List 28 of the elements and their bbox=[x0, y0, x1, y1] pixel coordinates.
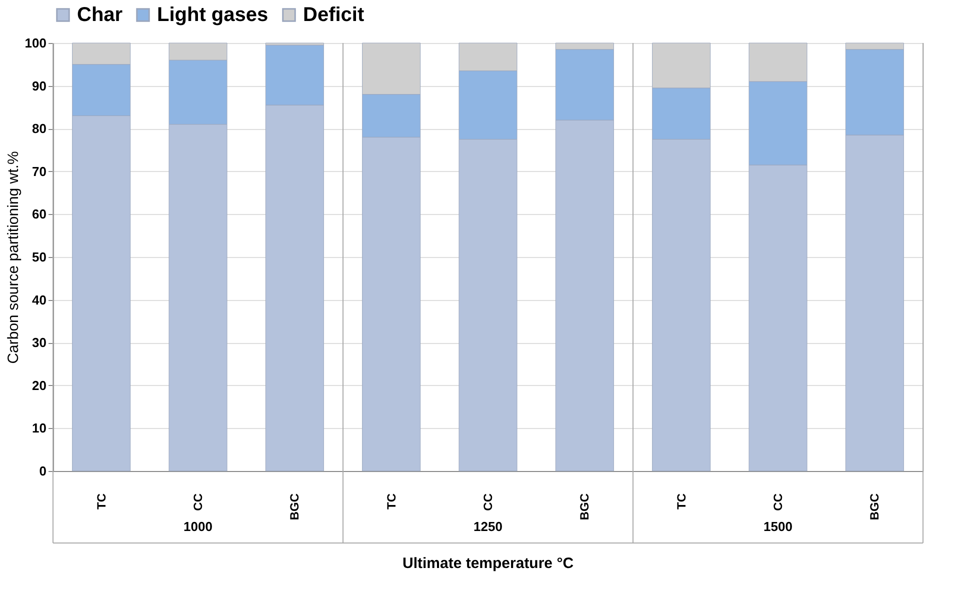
x-tick-label: TC bbox=[94, 493, 108, 510]
y-tick-label: 10 bbox=[32, 420, 46, 436]
x-tick-label: BGC bbox=[578, 493, 592, 520]
y-tick-label: 30 bbox=[32, 335, 46, 350]
y-tick-label: 100 bbox=[24, 36, 46, 50]
y-axis-title: Carbon source partitioning wt.% bbox=[4, 151, 22, 364]
x-tick-label: BGC bbox=[288, 493, 302, 520]
y-tick-label: 0 bbox=[39, 464, 46, 478]
y-tick-label: 80 bbox=[32, 121, 46, 136]
x-tick-label: TC bbox=[384, 493, 398, 510]
x-tick-label: CC bbox=[771, 493, 785, 511]
x-tick-label: TC bbox=[674, 493, 688, 510]
x-tick-label: CC bbox=[481, 493, 495, 511]
text: 1500 bbox=[764, 519, 792, 534]
text: 1000 bbox=[184, 519, 212, 534]
legend-label: Light gases bbox=[157, 4, 268, 26]
x-tick-label: CC bbox=[191, 493, 205, 511]
y-tick-label: 40 bbox=[32, 292, 46, 308]
x-tick-label: BGC bbox=[868, 493, 882, 520]
y-tick-label: 50 bbox=[32, 250, 46, 264]
y-tick-label: 70 bbox=[32, 164, 46, 179]
legend-label: Char bbox=[77, 4, 123, 26]
x-axis-title: Ultimate temperature °C bbox=[402, 555, 574, 572]
legend-label: Deficit bbox=[303, 4, 364, 26]
y-tick-label: 90 bbox=[32, 78, 46, 94]
text: 1250 bbox=[474, 519, 502, 534]
y-tick-label: 60 bbox=[32, 206, 46, 222]
y-tick-label: 20 bbox=[32, 378, 46, 393]
